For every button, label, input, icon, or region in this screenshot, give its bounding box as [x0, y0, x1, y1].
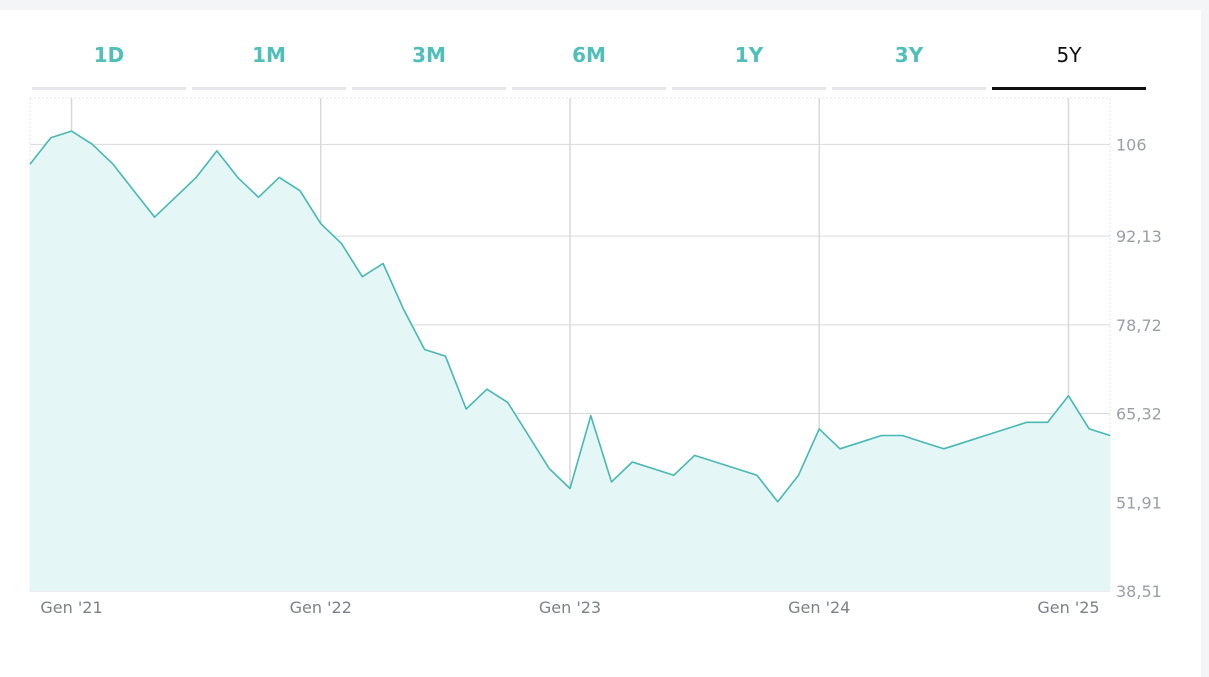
tab-1d[interactable]: 1D	[32, 40, 186, 90]
y-tick-label: 78,72	[1116, 316, 1162, 335]
x-tick-label: Gen '24	[788, 598, 850, 617]
x-tick-label: Gen '22	[290, 598, 352, 617]
x-tick-label: Gen '21	[40, 598, 102, 617]
series-line	[29, 130, 1111, 503]
y-tick-label: 38,51	[1116, 582, 1162, 601]
series-area	[30, 131, 1110, 591]
tab-5y[interactable]: 5Y	[992, 40, 1146, 90]
tab-1m[interactable]: 1M	[192, 40, 346, 90]
tab-3m[interactable]: 3M	[352, 40, 506, 90]
y-tick-label: 106	[1116, 135, 1147, 154]
y-tick-label: 51,91	[1116, 493, 1162, 512]
x-tick-label: Gen '25	[1037, 598, 1099, 617]
x-axis-labels: Gen '21 Gen '22 Gen '23 Gen '24 Gen '25	[40, 598, 1099, 617]
range-tabs: 1D 1M 3M 6M 1Y 3Y 5Y	[32, 40, 1152, 92]
tab-3y[interactable]: 3Y	[832, 40, 986, 90]
y-tick-label: 92,13	[1116, 227, 1162, 246]
tab-6m[interactable]: 6M	[512, 40, 666, 90]
y-tick-label: 65,32	[1116, 405, 1162, 424]
x-tick-label: Gen '23	[539, 598, 601, 617]
y-axis-labels: 106 92,13 78,72 65,32 51,91 38,51	[1116, 135, 1162, 601]
tab-1y[interactable]: 1Y	[672, 40, 826, 90]
